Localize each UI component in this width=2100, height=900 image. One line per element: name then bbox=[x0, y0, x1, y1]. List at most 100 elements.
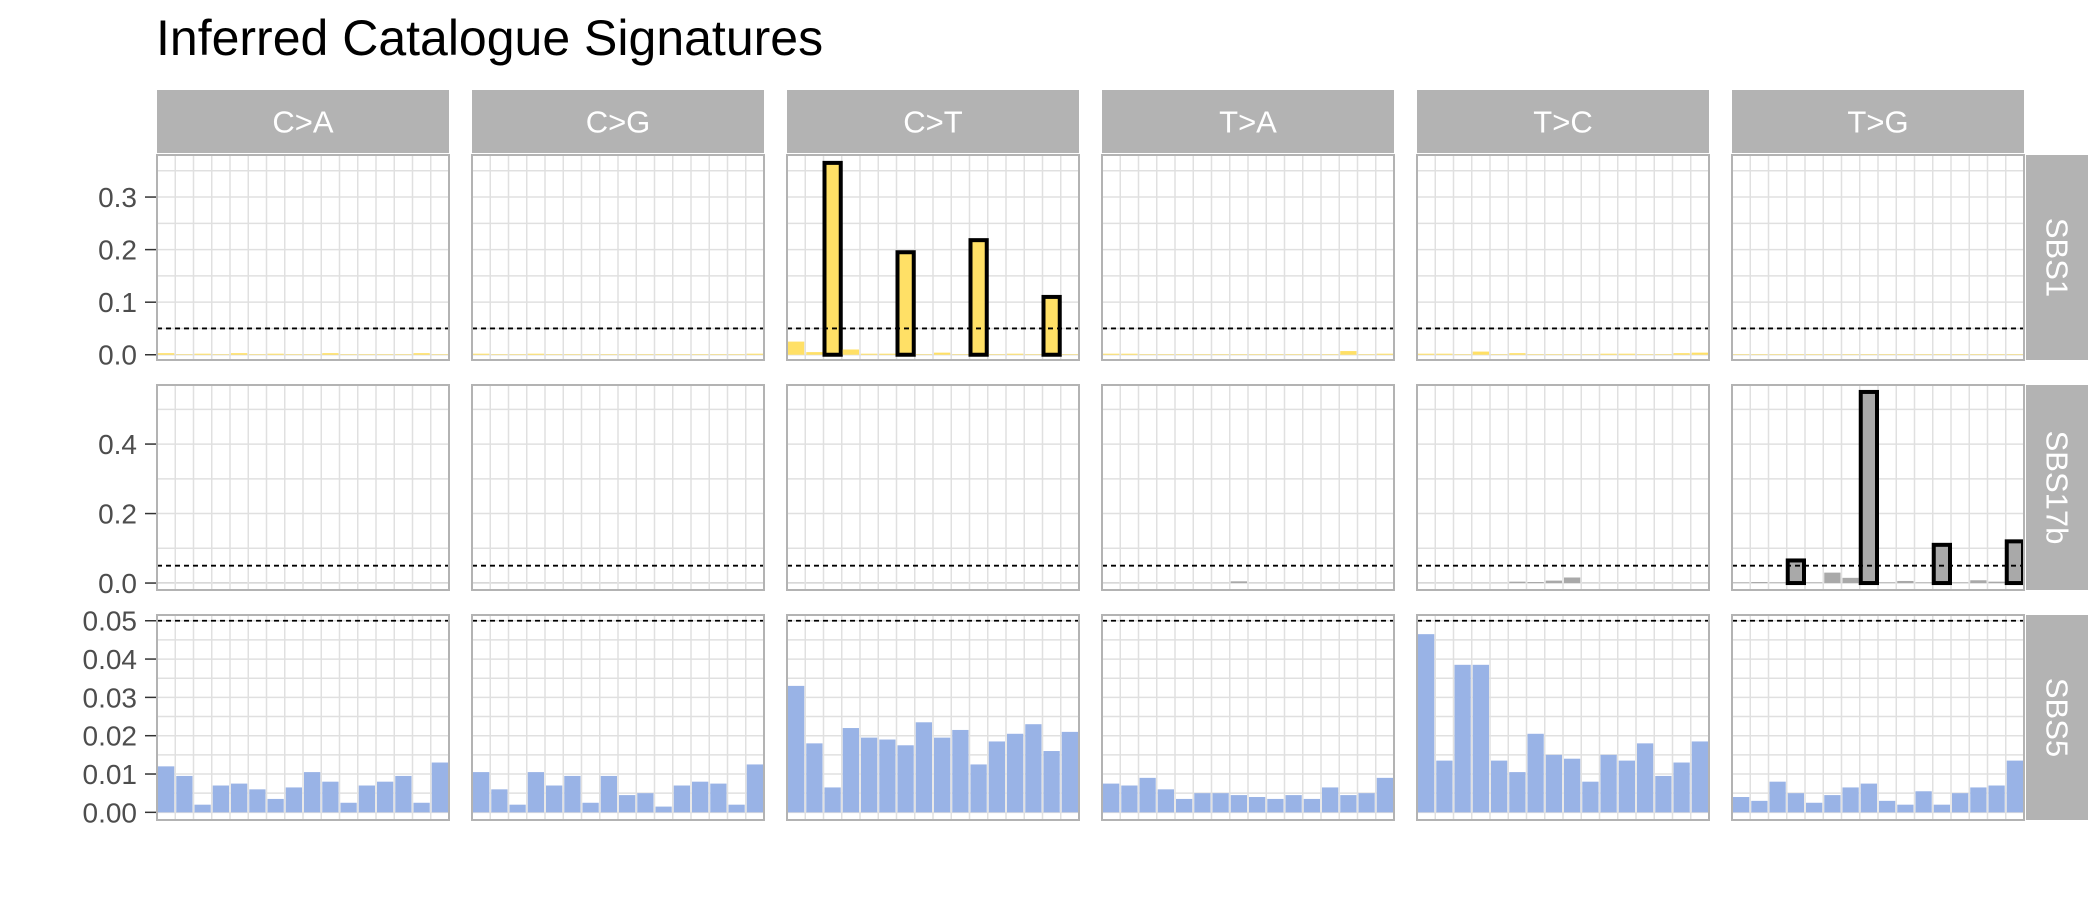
panel-sbs17b-t-to-a bbox=[1101, 384, 1395, 591]
bar bbox=[1806, 802, 1823, 813]
bar bbox=[267, 353, 284, 355]
panel-border bbox=[156, 154, 450, 361]
bar bbox=[413, 353, 430, 355]
bar bbox=[1194, 354, 1211, 355]
bar bbox=[267, 798, 284, 813]
panel-sbs5-c-to-g bbox=[471, 614, 765, 821]
bar bbox=[692, 781, 709, 813]
bar bbox=[1673, 353, 1690, 355]
row-strip-label: SBS17b bbox=[2040, 431, 2075, 545]
y-tick-label: 0.1 bbox=[98, 287, 137, 318]
bar bbox=[176, 354, 193, 355]
y-tick-label: 0.2 bbox=[98, 499, 137, 530]
bar bbox=[546, 354, 563, 355]
bar bbox=[915, 722, 932, 813]
bar bbox=[1061, 354, 1078, 355]
bar bbox=[527, 772, 544, 813]
panel-border bbox=[156, 614, 450, 821]
bar bbox=[1267, 354, 1284, 355]
bar bbox=[1121, 785, 1138, 813]
bar bbox=[1637, 743, 1654, 813]
y-tick-label: 0.03 bbox=[83, 682, 138, 713]
bar bbox=[473, 772, 490, 813]
panel-sbs17b-c-to-a bbox=[156, 384, 450, 591]
bar bbox=[1970, 354, 1987, 355]
bar bbox=[824, 787, 841, 813]
bar bbox=[395, 354, 412, 355]
bar bbox=[1007, 353, 1024, 355]
bar bbox=[158, 353, 175, 355]
bar bbox=[879, 353, 896, 355]
bar bbox=[1655, 354, 1672, 355]
bar bbox=[1061, 731, 1078, 813]
chart-title: Inferred Catalogue Signatures bbox=[156, 10, 823, 66]
bar bbox=[1176, 354, 1193, 355]
bar bbox=[1842, 354, 1859, 355]
panel-sbs1-t-to-c bbox=[1416, 154, 1710, 361]
bar bbox=[1491, 354, 1508, 355]
bar bbox=[527, 353, 544, 355]
bar bbox=[1527, 354, 1544, 355]
panel-sbs5-c-to-t bbox=[786, 614, 1080, 821]
bar bbox=[619, 354, 636, 355]
panel-border bbox=[1731, 154, 2025, 361]
bar bbox=[1769, 582, 1786, 584]
column-strip-t-to-a bbox=[1102, 90, 1394, 153]
bar bbox=[1787, 793, 1804, 813]
y-tick-label: 0.04 bbox=[83, 644, 138, 675]
bar bbox=[491, 789, 508, 813]
bar bbox=[1691, 352, 1708, 355]
bar bbox=[1618, 353, 1635, 355]
bar bbox=[968, 238, 989, 357]
bar bbox=[1897, 354, 1914, 355]
bar bbox=[1600, 353, 1617, 355]
panel-border bbox=[1101, 614, 1395, 821]
bar bbox=[806, 352, 823, 355]
bar bbox=[1733, 354, 1750, 355]
bar bbox=[582, 354, 599, 355]
y-tick-label: 0.02 bbox=[83, 721, 138, 752]
bar bbox=[1879, 582, 1896, 584]
bar bbox=[655, 354, 672, 355]
column-strip-t-to-g bbox=[1732, 90, 2024, 153]
bar bbox=[1733, 582, 1750, 584]
bar bbox=[546, 785, 563, 813]
panel-sbs5-c-to-a bbox=[156, 614, 450, 821]
bar bbox=[1340, 351, 1357, 355]
bar bbox=[1751, 582, 1768, 584]
bar bbox=[395, 775, 412, 813]
bar bbox=[1139, 777, 1156, 813]
bar bbox=[1582, 781, 1599, 813]
bar bbox=[1655, 775, 1672, 813]
bar bbox=[1970, 580, 1987, 584]
bar bbox=[1545, 754, 1562, 813]
column-strip-t-to-c bbox=[1417, 90, 1709, 153]
bar bbox=[231, 783, 248, 813]
bar bbox=[231, 353, 248, 355]
panel-border bbox=[786, 384, 1080, 591]
bar bbox=[1025, 354, 1042, 355]
panel-border bbox=[1731, 614, 2025, 821]
bar bbox=[600, 354, 617, 355]
bar bbox=[1418, 634, 1435, 813]
bar bbox=[915, 354, 932, 355]
bar bbox=[1824, 795, 1841, 813]
panel-border bbox=[471, 154, 765, 361]
bar bbox=[1637, 354, 1654, 355]
bar bbox=[176, 775, 193, 813]
bar bbox=[637, 793, 654, 813]
column-strip-label: T>A bbox=[1219, 105, 1277, 140]
bar bbox=[1303, 354, 1320, 355]
panel-border bbox=[1731, 384, 2025, 591]
bar bbox=[1858, 389, 1879, 586]
column-strip-label: C>A bbox=[272, 105, 333, 140]
panel-sbs1-c-to-a bbox=[156, 154, 450, 361]
panel-border bbox=[1416, 384, 1710, 591]
bar bbox=[1970, 787, 1987, 813]
bar bbox=[194, 804, 211, 813]
bar bbox=[1454, 354, 1471, 355]
bar bbox=[988, 354, 1005, 355]
row-strip-sbs17b bbox=[2026, 385, 2088, 590]
bar bbox=[1491, 760, 1508, 813]
